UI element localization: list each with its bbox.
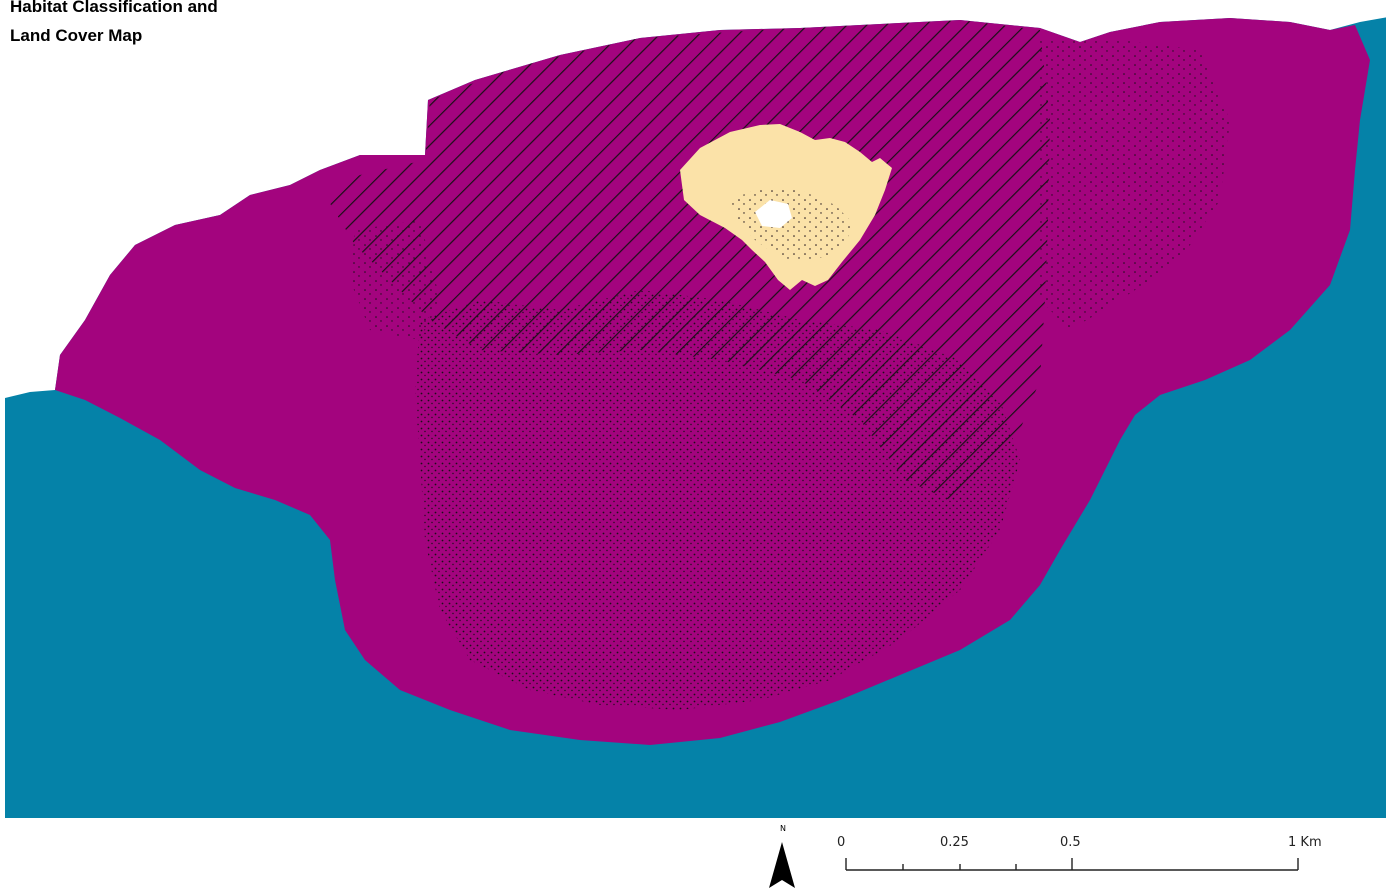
hatched-zone [325,20,1050,500]
north-arrow-icon [769,842,795,888]
map-title-line-1: Habitat Classification and [10,0,218,16]
map-margin [0,0,1394,818]
map-right-margin [1386,0,1394,890]
north-label: N [780,824,786,833]
sand-stipple [730,188,855,262]
scale-label-0: 0 [837,835,846,850]
scale-label-1: 1 [1288,835,1297,850]
scale-label-1-km: 1 Km [1288,835,1322,850]
scale-label-0-25: 0.25 [940,835,969,850]
map-bottom-margin [0,818,1394,890]
scale-label-0-5: 0.5 [1060,835,1081,850]
map-title: Habitat Classification and Land Cover Ma… [10,0,310,50]
stippled-zone-east [1040,40,1230,330]
scale-bar [845,858,1299,871]
scale-unit: Km [1300,835,1322,850]
clearing-white [755,200,792,228]
map-title-line-2: Land Cover Map [10,26,143,45]
